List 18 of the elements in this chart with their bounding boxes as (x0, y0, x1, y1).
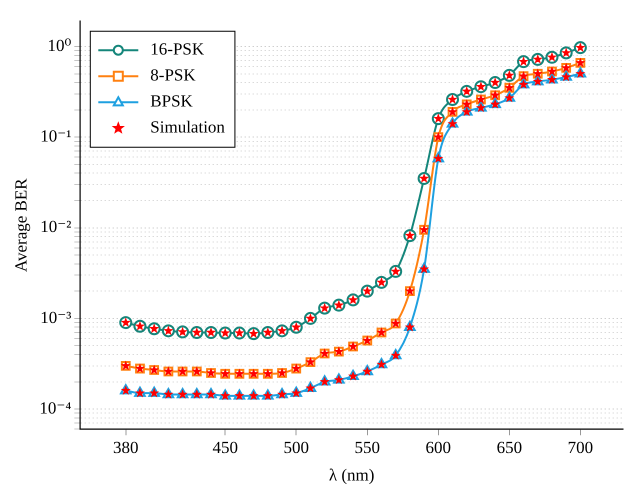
x-tick-label: 550 (354, 438, 380, 457)
y-tick-label: 10⁻⁴ (39, 398, 72, 418)
legend-label: 8-PSK (150, 66, 196, 85)
x-tick-label: 450 (212, 438, 238, 457)
x-tick-label: 500 (283, 438, 309, 457)
legend-label: 16-PSK (150, 40, 205, 59)
y-tick-label: 10⁻³ (40, 308, 72, 327)
legend-label: Simulation (150, 118, 226, 137)
x-tick-label: 650 (496, 438, 522, 457)
y-axis-title: Average BER (12, 178, 31, 272)
x-tick-label: 700 (568, 438, 594, 457)
x-axis-title: λ (nm) (328, 465, 374, 484)
legend-label: BPSK (150, 92, 194, 111)
y-tick-label: 10⁻² (40, 217, 72, 236)
y-tick-label: 10⁻¹ (40, 126, 72, 146)
y-tick-label: 10⁰ (47, 36, 72, 55)
x-tick-label: 380 (113, 438, 139, 457)
x-tick-label: 600 (426, 438, 452, 457)
